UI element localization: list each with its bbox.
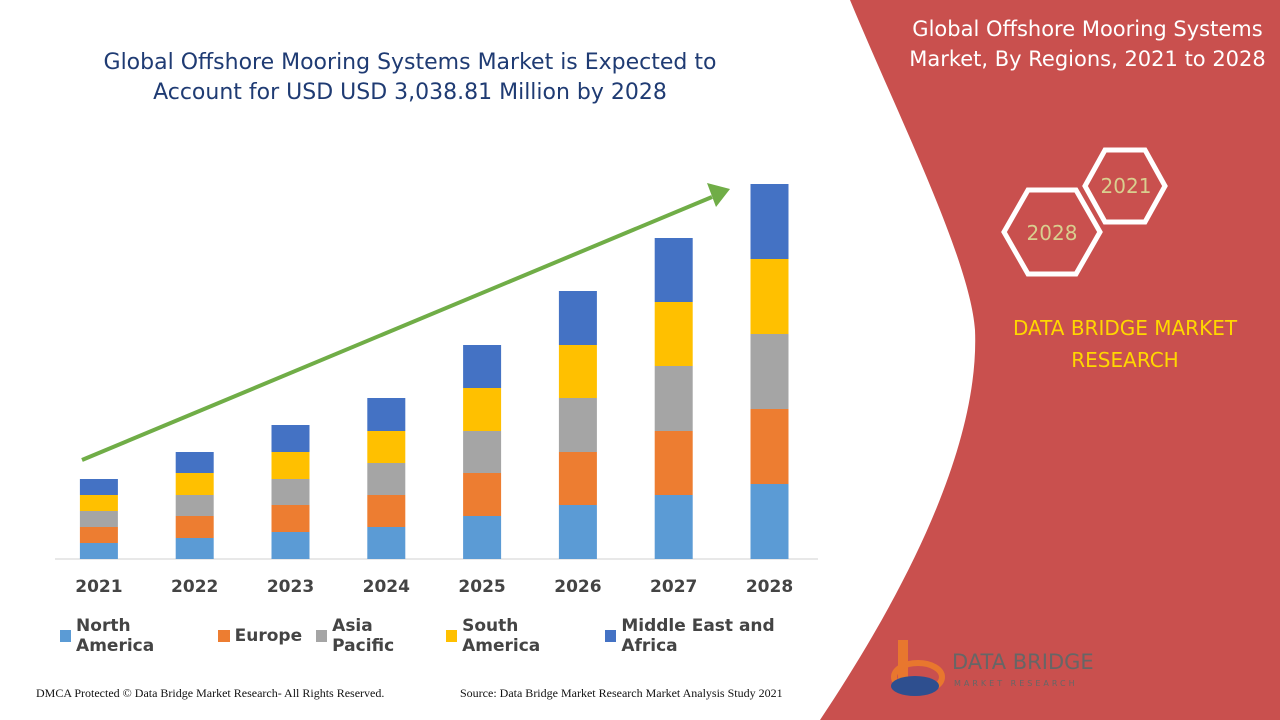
- legend-swatch: [60, 630, 72, 642]
- logo: DATA BRIDGE MARKET RESEARCH: [891, 640, 1094, 696]
- bar-segment: [750, 184, 789, 259]
- bar-segment: [271, 452, 310, 479]
- x-tick-label: 2025: [458, 577, 505, 597]
- bar-segment: [750, 484, 789, 559]
- bar-segment: [558, 505, 597, 559]
- bar-segment: [558, 452, 597, 505]
- bar-segment: [463, 473, 502, 516]
- hexagon-label: 2021: [1101, 174, 1152, 198]
- legend-label: North America: [76, 616, 155, 656]
- legend-item: South America: [446, 616, 591, 656]
- brand: DATA BRIDGE MARKET RESEARCH: [1012, 316, 1238, 372]
- footer-left: DMCA Protected © Data Bridge Market Rese…: [36, 686, 385, 700]
- bar-segment: [750, 334, 789, 409]
- bar-segment: [367, 527, 406, 559]
- legend-label: South America: [462, 616, 541, 656]
- legend-swatch: [446, 630, 458, 642]
- bar-segment: [367, 398, 406, 431]
- legend-swatch: [316, 630, 328, 642]
- trend-arrow: [81, 195, 713, 462]
- bar-segment: [175, 516, 214, 538]
- bar-segment: [654, 366, 693, 431]
- bar-segment: [367, 463, 406, 495]
- legend-label: Asia Pacific: [332, 616, 395, 656]
- bar-segment: [463, 516, 502, 559]
- hexagon: [1082, 147, 1168, 225]
- legend: North America Europe Asia Pacific South Ame…: [60, 616, 820, 656]
- bar-segment: [271, 532, 310, 559]
- bar-segment: [79, 543, 118, 559]
- legend-item: Middle East and Africa: [605, 616, 820, 656]
- bar-segment: [271, 479, 310, 505]
- x-tick-label: 2028: [746, 577, 793, 597]
- bar-segment: [271, 505, 310, 532]
- legend-label: Middle East and Africa: [621, 616, 775, 656]
- bar-segment: [79, 527, 118, 543]
- x-tick-label: 2021: [75, 577, 122, 597]
- x-tick-label: 2022: [171, 577, 218, 597]
- bar-segment: [463, 345, 502, 388]
- legend-label: Europe: [234, 626, 303, 646]
- bar-segment: [79, 511, 118, 527]
- logo-name: DATA BRIDGE: [952, 650, 1094, 674]
- panel-title: Global Offshore Mooring Systems Market, …: [909, 17, 1266, 71]
- legend-swatch: [605, 630, 617, 642]
- bar-segment: [654, 495, 693, 559]
- bar-segment: [175, 495, 214, 516]
- bar-segment: [175, 538, 214, 559]
- bar-segment: [558, 345, 597, 398]
- bar-segment: [654, 238, 693, 302]
- bar-segment: [750, 409, 789, 484]
- x-tick-label: 2026: [554, 577, 601, 597]
- arrow-head: [707, 183, 730, 207]
- logo-base: [891, 676, 939, 696]
- chart-title: Global Offshore Mooring Systems Market i…: [103, 50, 717, 105]
- x-tick-label: 2024: [363, 577, 410, 597]
- bar-segment: [654, 302, 693, 366]
- bar-segment: [463, 388, 502, 431]
- legend-item: Asia Pacific: [316, 616, 432, 656]
- bar-segment: [654, 431, 693, 495]
- footer-right: Source: Data Bridge Market Research Mark…: [460, 686, 783, 700]
- bar-segment: [79, 495, 118, 511]
- bar-segment: [175, 452, 214, 473]
- legend-item: Europe: [217, 616, 303, 656]
- side-panel-bg: [820, 0, 1280, 720]
- x-tick-label: 2027: [650, 577, 697, 597]
- bar-segment: [558, 291, 597, 345]
- bar-segment: [367, 495, 406, 527]
- bar-segment: [79, 479, 118, 495]
- bar-segment: [175, 473, 214, 495]
- hexagon-label: 2028: [1027, 221, 1078, 245]
- bar-segment: [463, 431, 502, 473]
- legend-swatch: [217, 630, 230, 642]
- hexagon: [1001, 187, 1103, 277]
- bar-segment: [558, 398, 597, 452]
- logo-tagline: MARKET RESEARCH: [954, 679, 1078, 688]
- x-tick-label: 2023: [267, 577, 314, 597]
- bar-segment: [367, 431, 406, 463]
- bar-segment: [750, 259, 789, 334]
- bar-segment: [271, 425, 310, 452]
- legend-item: North America: [60, 616, 204, 656]
